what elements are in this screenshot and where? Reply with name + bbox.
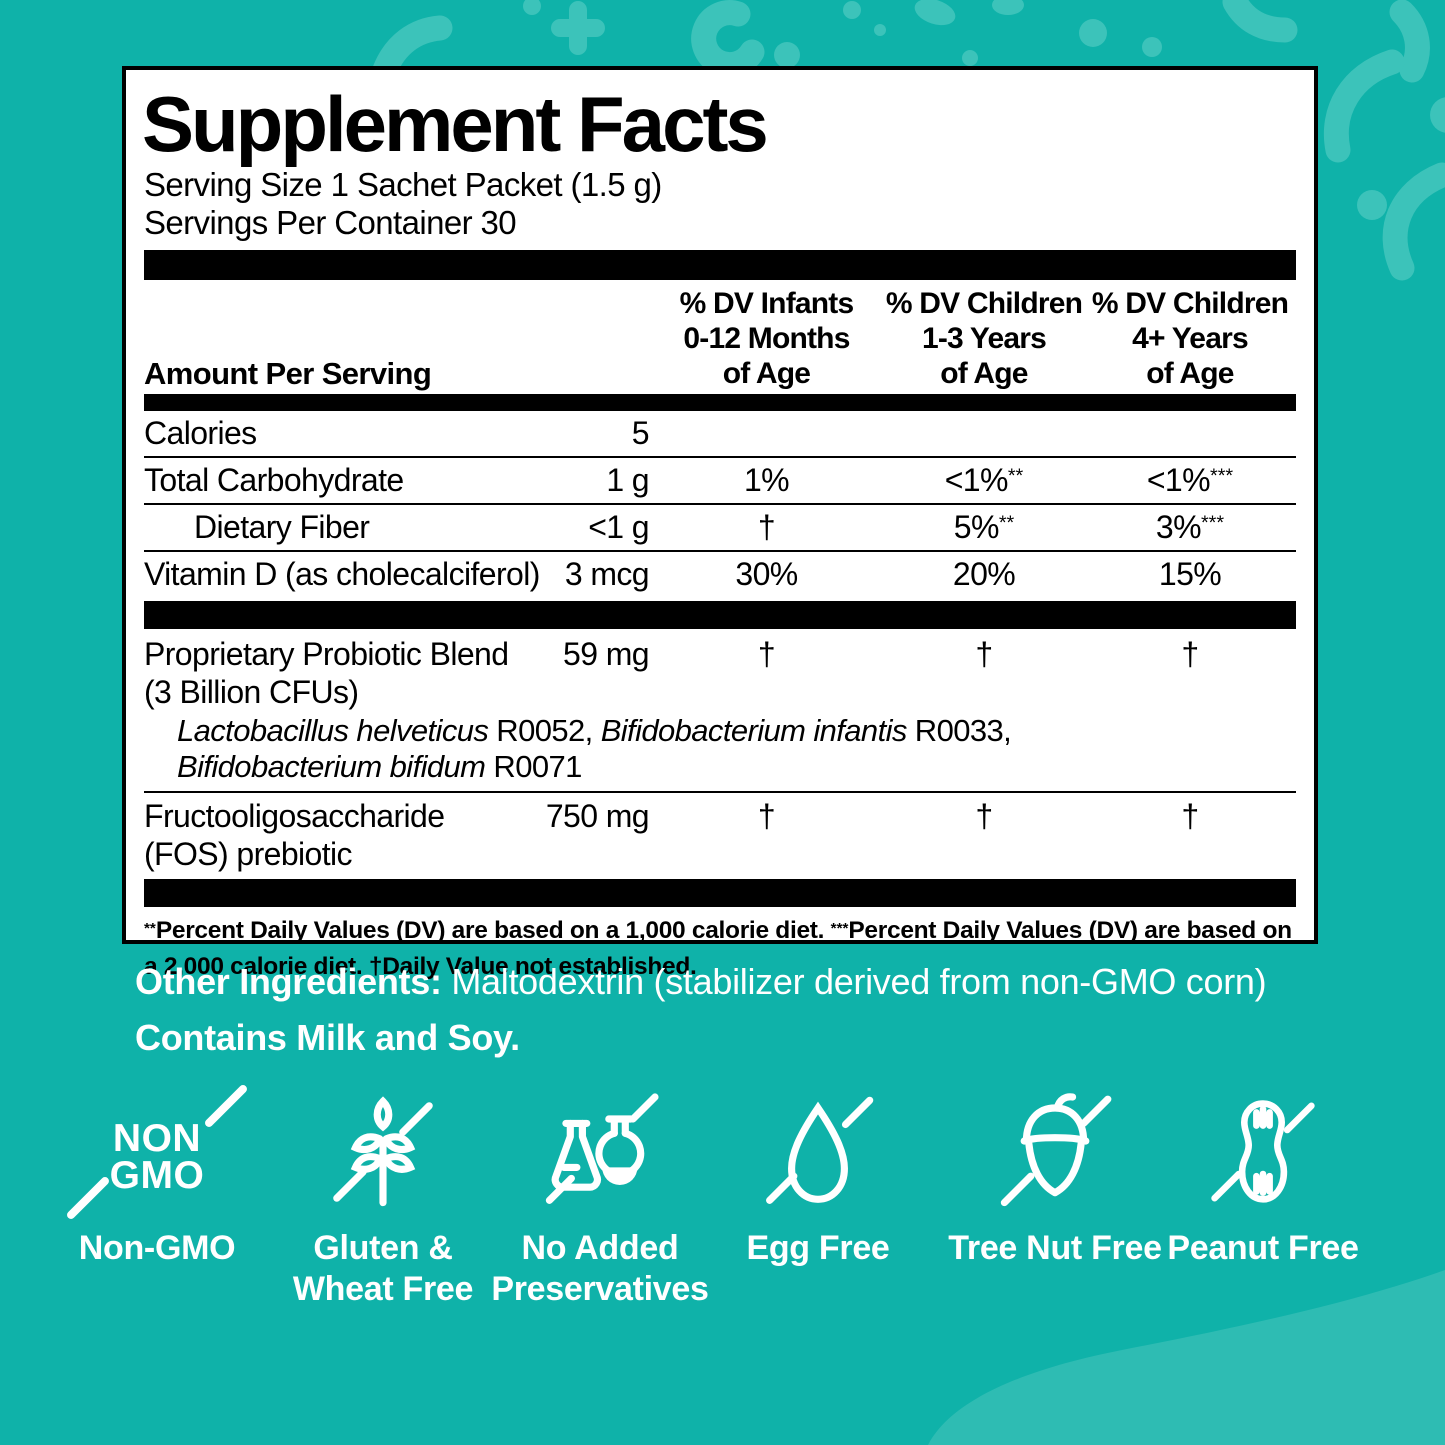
- thin-separator: [144, 791, 1296, 793]
- divider-bar-top: [144, 250, 1296, 280]
- badge-label: Peanut Free: [1167, 1229, 1359, 1267]
- other-ingredients-value: Maltodextrin (stabilizer derived from no…: [451, 961, 1267, 1002]
- badge-label: No Added Preservatives: [491, 1229, 709, 1308]
- acorn-icon: [930, 1082, 1180, 1222]
- slash-mark: [65, 1175, 111, 1221]
- peanut-icon: [1138, 1082, 1388, 1222]
- egg-icon: [693, 1082, 943, 1222]
- supplement-facts-panel: Supplement Facts Serving Size 1 Sachet P…: [122, 66, 1318, 980]
- badge-tree-nut-free: Tree Nut Free: [930, 1082, 1180, 1269]
- badge-non-gmo: NON GMO Non-GMO: [32, 1082, 282, 1269]
- divider-bar-mid: [144, 601, 1296, 629]
- probiotic-strains: Lactobacillus helveticus R0052, Bifidoba…: [177, 713, 1012, 784]
- wheat-icon: [258, 1082, 508, 1222]
- nutrient-rows: Calories 5 Total Carbohydrate 1 g 1% <1%** <1%…: [144, 411, 1296, 597]
- table-header-row: Amount Per Serving % DV Infants 0-12 Mon…: [144, 286, 1296, 394]
- probiotic-blend-section: Proprietary Probiotic Blend (3 Billion CF…: [144, 635, 1296, 785]
- dv-infants-header: % DV Infants 0-12 Months of Age: [679, 287, 855, 390]
- slash-mark: [203, 1083, 249, 1129]
- badge-label: Tree Nut Free: [948, 1229, 1162, 1267]
- ingredient-row: Proprietary Probiotic Blend (3 Billion CF…: [144, 636, 1199, 710]
- divider-bar-header: [144, 394, 1296, 411]
- amount-per-serving-header: Amount Per Serving: [144, 356, 432, 391]
- non-gmo-icon: NON GMO: [32, 1082, 282, 1222]
- fos-section: Fructooligosaccharide (FOS) prebiotic 750 …: [144, 797, 1296, 873]
- nutrient-row: Total Carbohydrate 1 g 1% <1%** <1%***: [144, 458, 1296, 505]
- nutrient-row: Dietary Fiber <1 g † 5%** 3%***: [144, 505, 1296, 552]
- lab-flasks-icon: [475, 1082, 725, 1222]
- nutrient-row: Calories 5: [144, 411, 1296, 458]
- serving-size-line: Serving Size 1 Sachet Packet (1.5 g): [144, 166, 662, 203]
- badge-egg-free: Egg Free: [693, 1082, 943, 1269]
- dv-children-4plus-header: % DV Children 4+ Years of Age: [1091, 287, 1289, 390]
- other-ingredients-label: Other Ingredients:: [135, 961, 442, 1002]
- ingredient-row: Fructooligosaccharide (FOS) prebiotic 750 …: [144, 798, 1199, 872]
- divider-bar-bottom: [144, 879, 1296, 907]
- badge-gluten-wheat-free: Gluten & Wheat Free: [258, 1082, 508, 1310]
- contains-line: Contains Milk and Soy.: [135, 1017, 520, 1058]
- other-ingredients-block: Other Ingredients: Maltodextrin (stabili…: [135, 960, 1365, 1060]
- swoosh-shape: [928, 1270, 1445, 1445]
- dv-children-1-3-header: % DV Children 1-3 Years of Age: [885, 287, 1083, 390]
- badge-peanut-free: Peanut Free: [1138, 1082, 1388, 1269]
- badge-label: Non-GMO: [78, 1229, 236, 1267]
- other-ingredients-line: Other Ingredients: Maltodextrin (stabili…: [135, 960, 1365, 1004]
- nutrient-row: Vitamin D (as cholecalciferol) 3 mcg 30% 20…: [144, 556, 1222, 592]
- badge-label: Gluten & Wheat Free: [292, 1229, 474, 1308]
- badge-no-added-preservatives: No Added Preservatives: [475, 1082, 725, 1310]
- servings-per-container-line: Servings Per Container 30: [144, 204, 517, 241]
- footnote-text: **Percent Daily Values (DV) are based on…: [144, 917, 1292, 980]
- panel-title: Supplement Facts: [142, 80, 769, 168]
- badge-label: Egg Free: [746, 1229, 890, 1267]
